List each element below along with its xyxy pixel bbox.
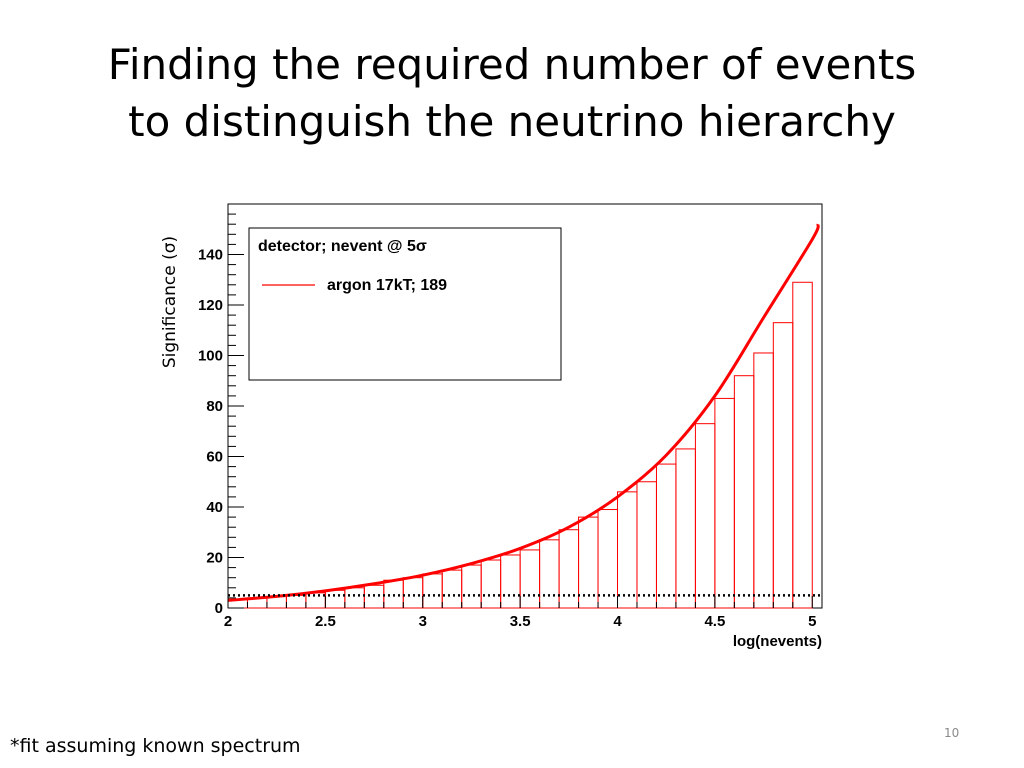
y-axis-label: Significance (σ) [160, 236, 180, 368]
legend-box [248, 227, 562, 381]
y-tick-label: 80 [206, 398, 223, 415]
y-tick-label: 0 [215, 600, 223, 617]
legend-entry-argon: argon 17kT; 189 [327, 277, 447, 294]
footnote: *fit assuming known spectrum [10, 735, 301, 757]
slide-title-line-2: to distinguish the neutrino hierarchy [128, 97, 896, 146]
y-tick-label: 60 [206, 449, 223, 466]
y-tick-label: 100 [198, 348, 223, 365]
x-tick-label: 3.5 [510, 613, 531, 630]
x-tick-label: 4 [613, 613, 622, 630]
legend-header: detector; nevent @ 5σ [258, 238, 427, 255]
fit-curve [227, 223, 820, 602]
slide-title: Finding the required number of events to… [0, 36, 1024, 150]
y-tick-label: 40 [206, 499, 223, 516]
x-tick-label: 3 [419, 613, 427, 630]
slide-title-line-1: Finding the required number of events [107, 40, 917, 89]
y-tick-label: 120 [198, 297, 223, 314]
page-number: 10 [944, 726, 960, 740]
y-tick-label: 140 [198, 247, 223, 264]
y-tick-label: 20 [206, 550, 223, 567]
x-tick-label: 2.5 [315, 613, 336, 630]
x-tick-label: 4.5 [704, 613, 725, 630]
x-axis-label: log(nevents) [733, 633, 822, 650]
x-tick-label: 5 [808, 613, 816, 630]
x-tick-label: 2 [224, 613, 232, 630]
histogram-bar [792, 281, 813, 609]
